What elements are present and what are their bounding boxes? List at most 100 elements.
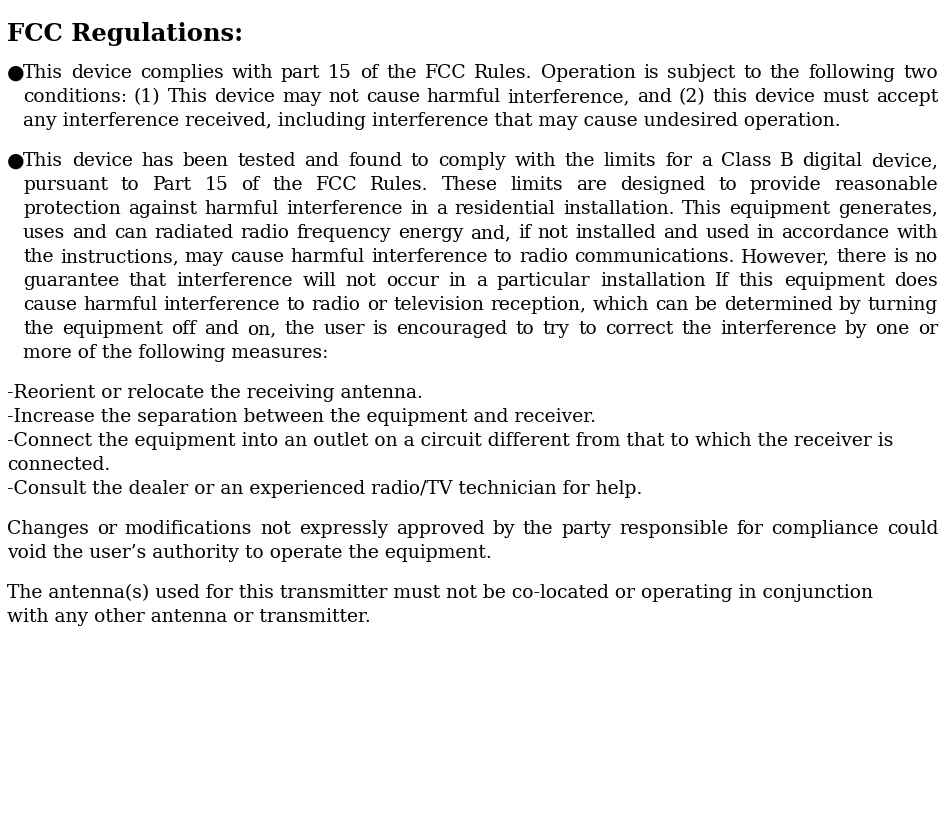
Text: Changes: Changes: [7, 520, 89, 538]
Text: installation: installation: [599, 272, 705, 290]
Text: residential: residential: [454, 200, 555, 218]
Text: against: against: [128, 200, 197, 218]
Text: of: of: [241, 176, 259, 194]
Text: installed: installed: [575, 224, 655, 242]
Text: in: in: [448, 272, 466, 290]
Text: to: to: [742, 64, 761, 82]
Text: equipment: equipment: [783, 272, 884, 290]
Text: This: This: [23, 64, 63, 82]
Text: no: no: [914, 248, 937, 266]
Text: B: B: [779, 152, 793, 170]
Text: and: and: [204, 320, 239, 338]
Text: protection: protection: [23, 200, 121, 218]
Text: by: by: [838, 296, 861, 314]
Text: -Connect the equipment into an outlet on a circuit different from that to which : -Connect the equipment into an outlet on…: [7, 432, 892, 450]
Text: any interference received, including interference that may cause undesired opera: any interference received, including int…: [23, 112, 840, 130]
Text: designed: designed: [619, 176, 704, 194]
Text: These: These: [441, 176, 497, 194]
Text: harmful: harmful: [205, 200, 278, 218]
Text: is: is: [892, 248, 907, 266]
Text: interference,: interference,: [507, 88, 630, 106]
Text: is: is: [643, 64, 658, 82]
Text: on,: on,: [246, 320, 276, 338]
Text: the: the: [23, 320, 54, 338]
Text: or: or: [96, 520, 117, 538]
Text: and,: and,: [470, 224, 511, 242]
Text: to: to: [411, 152, 429, 170]
Text: frequency: frequency: [296, 224, 391, 242]
Text: try: try: [542, 320, 569, 338]
Text: limits: limits: [603, 152, 656, 170]
Text: off: off: [171, 320, 195, 338]
Text: been: been: [182, 152, 228, 170]
Text: with any other antenna or transmitter.: with any other antenna or transmitter.: [7, 608, 370, 626]
Text: FCC: FCC: [424, 64, 465, 82]
Text: to: to: [515, 320, 534, 338]
Text: 15: 15: [204, 176, 228, 194]
Text: to: to: [494, 248, 512, 266]
Text: is: is: [372, 320, 388, 338]
Text: reception,: reception,: [490, 296, 585, 314]
Text: installation.: installation.: [563, 200, 674, 218]
Text: with: with: [896, 224, 937, 242]
Text: If: If: [715, 272, 729, 290]
Text: particular: particular: [497, 272, 590, 290]
Text: and: and: [663, 224, 698, 242]
Text: the: the: [769, 64, 800, 82]
Text: encouraged: encouraged: [396, 320, 507, 338]
Text: interference: interference: [371, 248, 487, 266]
Text: interference: interference: [719, 320, 835, 338]
Text: interference: interference: [163, 296, 280, 314]
Text: that: that: [128, 272, 167, 290]
Text: device: device: [72, 152, 132, 170]
Text: could: could: [885, 520, 937, 538]
Text: the: the: [23, 248, 54, 266]
Text: guarantee: guarantee: [23, 272, 119, 290]
Text: more of the following measures:: more of the following measures:: [23, 344, 328, 362]
Text: This: This: [682, 200, 721, 218]
Text: for: for: [665, 152, 692, 170]
Text: complies: complies: [140, 64, 224, 82]
Text: not: not: [260, 520, 291, 538]
Text: uses: uses: [23, 224, 65, 242]
Text: interference: interference: [286, 200, 403, 218]
Text: comply: comply: [438, 152, 505, 170]
Text: device: device: [214, 88, 275, 106]
Text: Rules.: Rules.: [370, 176, 429, 194]
Text: modifications: modifications: [125, 520, 252, 538]
Text: tested: tested: [237, 152, 295, 170]
Text: determined: determined: [723, 296, 832, 314]
Text: has: has: [141, 152, 174, 170]
Text: The antenna(s) used for this transmitter must not be co-located or operating in : The antenna(s) used for this transmitter…: [7, 584, 872, 603]
Text: turning: turning: [867, 296, 937, 314]
Text: cause: cause: [23, 296, 76, 314]
Text: to: to: [121, 176, 140, 194]
Text: reasonable: reasonable: [834, 176, 937, 194]
Text: accept: accept: [875, 88, 937, 106]
Text: if: if: [517, 224, 531, 242]
Text: device: device: [753, 88, 815, 106]
Text: the: the: [386, 64, 416, 82]
Text: occur: occur: [386, 272, 439, 290]
Text: user: user: [323, 320, 364, 338]
Text: FCC: FCC: [315, 176, 357, 194]
Text: can: can: [114, 224, 147, 242]
Text: -Consult the dealer or an experienced radio/TV technician for help.: -Consult the dealer or an experienced ra…: [7, 480, 642, 498]
Text: harmful: harmful: [426, 88, 500, 106]
Text: cause: cause: [230, 248, 284, 266]
Text: pursuant: pursuant: [23, 176, 108, 194]
Text: the: the: [565, 152, 595, 170]
Text: limits: limits: [510, 176, 563, 194]
Text: which: which: [592, 296, 649, 314]
Text: radiated: radiated: [154, 224, 233, 242]
Text: found: found: [347, 152, 401, 170]
Text: This: This: [167, 88, 208, 106]
Text: following: following: [807, 64, 894, 82]
Text: Rules.: Rules.: [474, 64, 532, 82]
Text: to: to: [717, 176, 736, 194]
Text: in: in: [411, 200, 429, 218]
Text: not: not: [346, 272, 377, 290]
Text: one: one: [874, 320, 909, 338]
Text: However,: However,: [740, 248, 829, 266]
Text: the: the: [522, 520, 553, 538]
